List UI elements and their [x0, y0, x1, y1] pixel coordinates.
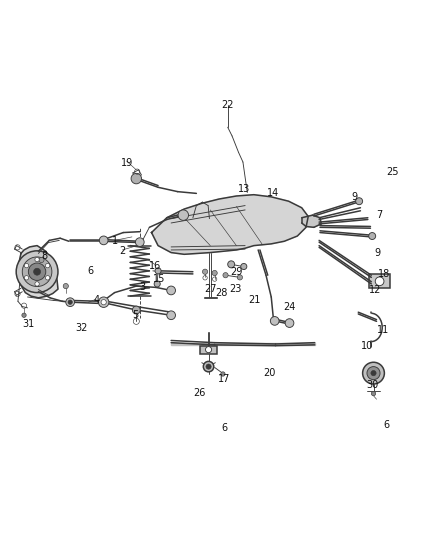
Circle shape: [99, 236, 108, 245]
Circle shape: [223, 272, 228, 278]
Polygon shape: [18, 246, 58, 298]
Text: 1: 1: [112, 236, 118, 246]
Circle shape: [99, 297, 109, 308]
Circle shape: [101, 300, 106, 305]
Text: 32: 32: [76, 324, 88, 333]
Circle shape: [63, 284, 68, 289]
Text: 3: 3: [140, 282, 146, 293]
Circle shape: [237, 275, 243, 280]
Circle shape: [135, 238, 144, 246]
Polygon shape: [302, 215, 321, 228]
Text: 29: 29: [230, 266, 243, 277]
Text: 10: 10: [361, 341, 373, 351]
Circle shape: [22, 257, 52, 287]
Text: 24: 24: [283, 302, 296, 312]
Circle shape: [46, 276, 50, 280]
Text: 6: 6: [384, 421, 390, 430]
Circle shape: [203, 361, 214, 372]
Circle shape: [66, 298, 74, 306]
Text: 6: 6: [88, 266, 94, 276]
Circle shape: [34, 268, 41, 275]
Text: 27: 27: [204, 284, 216, 294]
Circle shape: [371, 370, 376, 376]
Text: 23: 23: [230, 284, 242, 294]
Text: 8: 8: [41, 251, 47, 261]
Circle shape: [35, 282, 39, 286]
Circle shape: [25, 263, 29, 268]
Text: 30: 30: [366, 380, 378, 390]
Circle shape: [375, 277, 384, 286]
Circle shape: [212, 270, 217, 276]
Circle shape: [35, 257, 39, 262]
Text: 20: 20: [263, 368, 275, 378]
Polygon shape: [171, 343, 315, 345]
Circle shape: [206, 364, 211, 369]
Circle shape: [16, 251, 58, 293]
Text: 2: 2: [119, 246, 126, 256]
Bar: [369, 274, 390, 288]
Circle shape: [132, 306, 140, 314]
Text: 14: 14: [267, 188, 279, 198]
Text: 13: 13: [238, 184, 251, 194]
Text: 17: 17: [218, 374, 230, 384]
Circle shape: [363, 362, 385, 384]
Circle shape: [356, 198, 363, 205]
Circle shape: [68, 300, 72, 304]
Circle shape: [371, 391, 376, 396]
Text: 28: 28: [215, 288, 228, 297]
Text: 9: 9: [375, 248, 381, 259]
Text: 19: 19: [120, 158, 133, 168]
Circle shape: [46, 263, 50, 268]
Polygon shape: [152, 195, 308, 254]
Circle shape: [369, 232, 376, 239]
Circle shape: [28, 263, 46, 280]
Circle shape: [241, 263, 247, 270]
Text: 6: 6: [221, 423, 227, 433]
Circle shape: [367, 367, 380, 379]
Circle shape: [205, 346, 212, 353]
Text: 15: 15: [153, 273, 165, 284]
Text: 26: 26: [193, 387, 205, 398]
Text: 25: 25: [386, 167, 399, 176]
Circle shape: [131, 173, 141, 184]
Text: 4: 4: [93, 295, 99, 305]
Bar: [200, 346, 217, 353]
Text: 21: 21: [248, 295, 261, 305]
Circle shape: [285, 319, 294, 327]
Circle shape: [22, 313, 26, 318]
Text: 11: 11: [378, 325, 390, 335]
Text: 16: 16: [148, 261, 161, 271]
Circle shape: [228, 261, 235, 268]
Circle shape: [270, 317, 279, 325]
Text: 5: 5: [132, 310, 138, 320]
Text: 9: 9: [352, 192, 358, 202]
Circle shape: [154, 281, 160, 287]
Text: 7: 7: [376, 210, 382, 220]
Circle shape: [167, 286, 176, 295]
Text: 22: 22: [222, 100, 234, 110]
Text: 31: 31: [22, 319, 35, 329]
Circle shape: [167, 311, 176, 320]
Text: 18: 18: [378, 269, 391, 279]
Circle shape: [221, 372, 225, 376]
Circle shape: [39, 257, 44, 263]
Circle shape: [202, 269, 208, 274]
Circle shape: [155, 268, 161, 274]
Text: 12: 12: [369, 286, 381, 295]
Circle shape: [178, 210, 188, 220]
Circle shape: [25, 276, 29, 280]
